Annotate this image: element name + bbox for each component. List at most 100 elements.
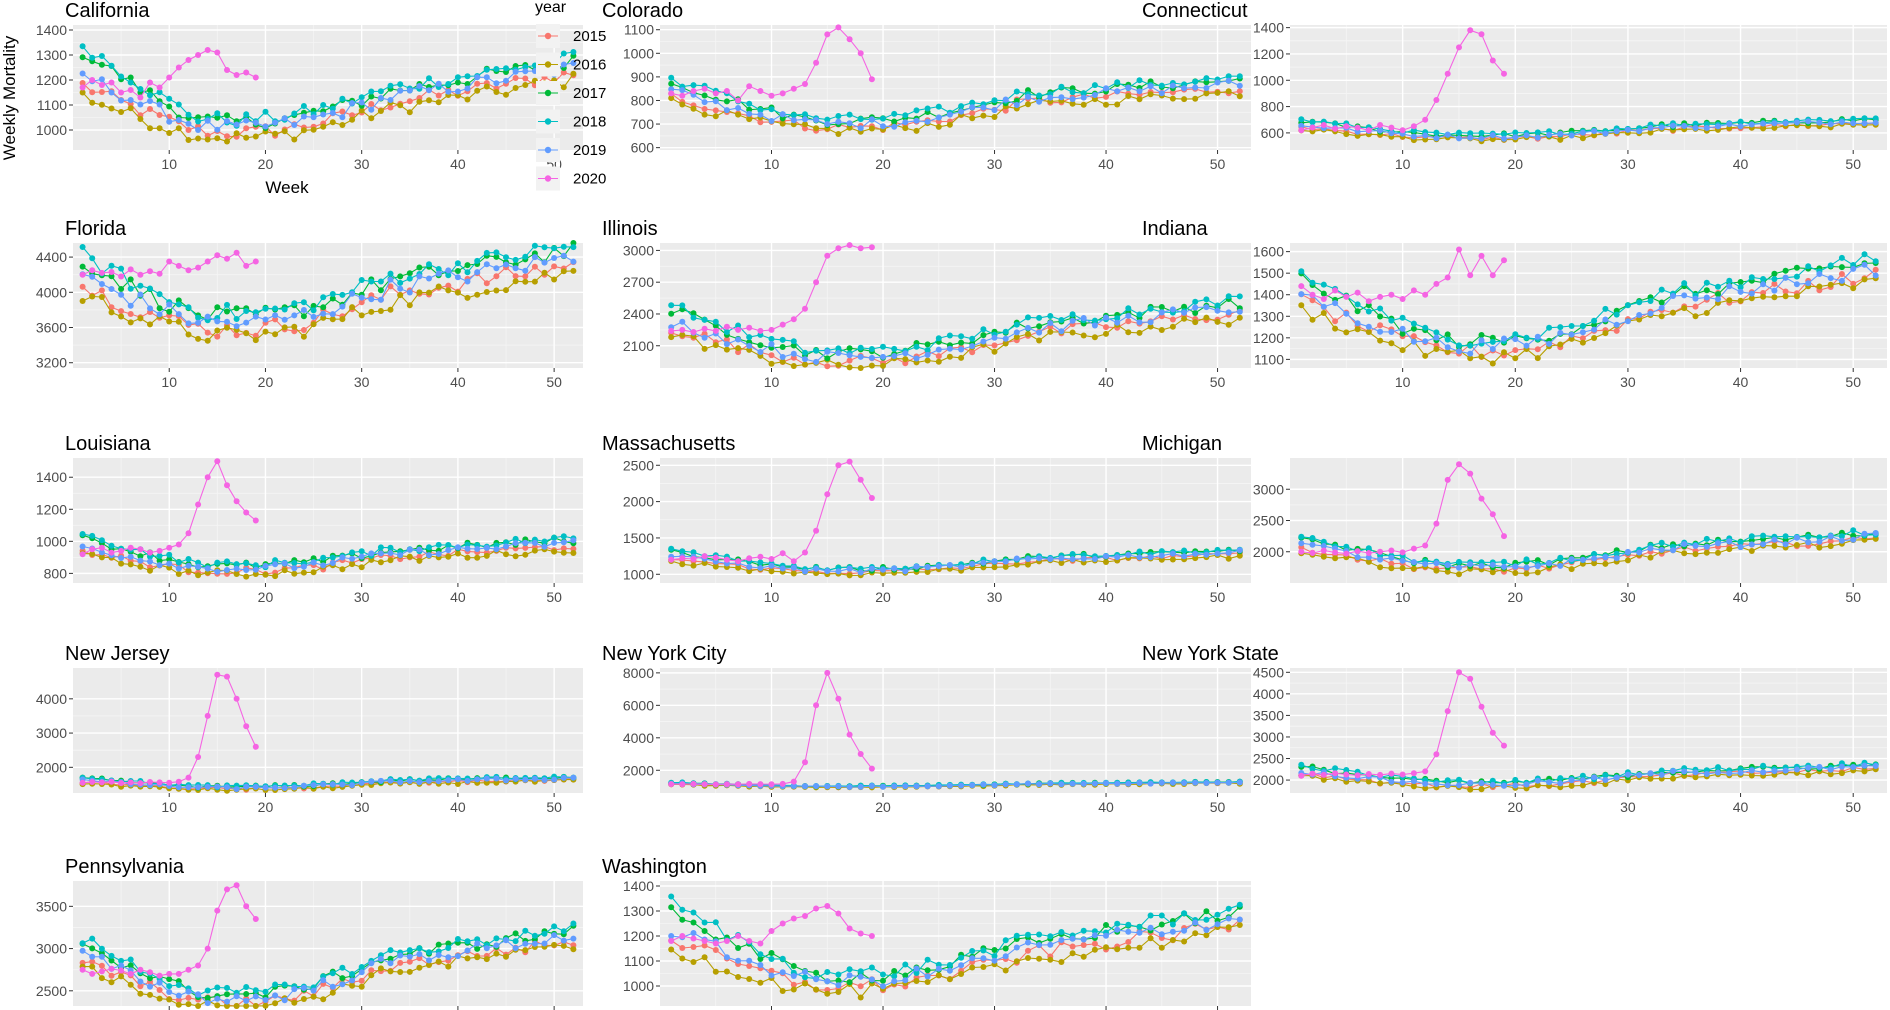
data-point [712,563,719,570]
data-point [79,543,86,550]
data-point [958,108,965,115]
data-point [541,538,548,545]
data-point [118,265,125,272]
data-point [1523,132,1530,139]
data-point [300,103,307,109]
data-point [1793,273,1800,280]
x-tick-label: 10 [161,156,177,172]
data-point [329,554,336,561]
data-point [310,114,317,121]
data-point [1002,967,1009,974]
data-point [368,296,375,303]
legend-item-2018: 2018 [536,109,606,134]
data-point [1058,94,1065,101]
data-point [1816,283,1823,290]
data-point [224,255,230,262]
data-point [1080,315,1087,321]
data-point [406,546,413,553]
data-point [522,947,529,954]
data-point [902,125,909,132]
data-point [522,253,529,260]
data-point [1782,541,1789,548]
data-point [156,779,163,786]
series-2018 [668,893,1243,982]
data-point [1047,94,1054,101]
data-point [1861,120,1868,127]
data-point [835,118,842,125]
data-point [1760,281,1767,288]
data-point [935,123,942,130]
data-point [701,781,708,788]
data-point [387,283,394,290]
data-point [147,991,153,998]
data-point [358,99,365,106]
data-point [880,783,886,790]
data-point [1080,101,1087,108]
data-point [1613,774,1620,781]
data-point [1169,316,1176,323]
data-point [1422,542,1429,549]
data-point [358,564,365,571]
y-tick-label: 1200 [1253,330,1284,346]
data-point [1320,122,1327,128]
data-point [512,273,519,280]
data-point [1091,334,1098,341]
data-point [1793,534,1800,541]
legend-item-2017: 2017 [536,81,606,105]
data-point [1456,135,1462,142]
data-point [358,964,365,970]
data-point [1225,905,1232,912]
data-point [147,87,153,94]
data-point [195,114,202,121]
data-point [1225,779,1232,786]
data-point [368,278,375,285]
data-point [358,107,365,114]
data-point [1136,319,1143,326]
data-point [846,124,853,131]
data-point [1512,570,1519,576]
data-point [1203,927,1210,933]
data-point [483,74,490,81]
data-point [1069,943,1076,950]
data-point [1410,559,1417,566]
data-point [1169,82,1176,89]
data-point [958,954,965,961]
data-point [281,324,288,331]
x-tick-label: 40 [1098,374,1114,390]
data-point [857,751,864,757]
data-point [512,256,519,263]
data-point [1782,120,1789,127]
x-tick-label: 20 [1507,374,1523,390]
data-point [1103,93,1109,100]
data-point [1036,942,1043,948]
data-point [291,986,298,993]
data-point [300,313,307,320]
data-point [147,268,153,275]
data-point [320,781,327,788]
legend-label: 2015 [573,28,606,45]
data-point [1214,550,1221,557]
data-point [560,928,567,935]
data-point [416,553,423,560]
data-point [723,107,730,114]
data-point [175,992,182,999]
data-point [185,267,192,274]
data-point [1410,545,1417,552]
series-line [670,298,1241,360]
data-point [913,563,920,570]
data-point [1670,122,1676,129]
data-point [701,325,708,332]
data-point [127,87,134,93]
data-point [1546,131,1553,138]
series-2016 [668,922,1243,1001]
y-tick-label: 1200 [36,72,67,88]
data-point [1225,321,1232,328]
data-point [551,539,558,546]
data-point [1214,318,1221,325]
data-point [723,329,730,335]
panel-title: Illinois [602,218,658,240]
data-point [1636,128,1643,135]
data-point [668,86,675,93]
data-point [233,332,240,339]
data-point [426,289,432,296]
